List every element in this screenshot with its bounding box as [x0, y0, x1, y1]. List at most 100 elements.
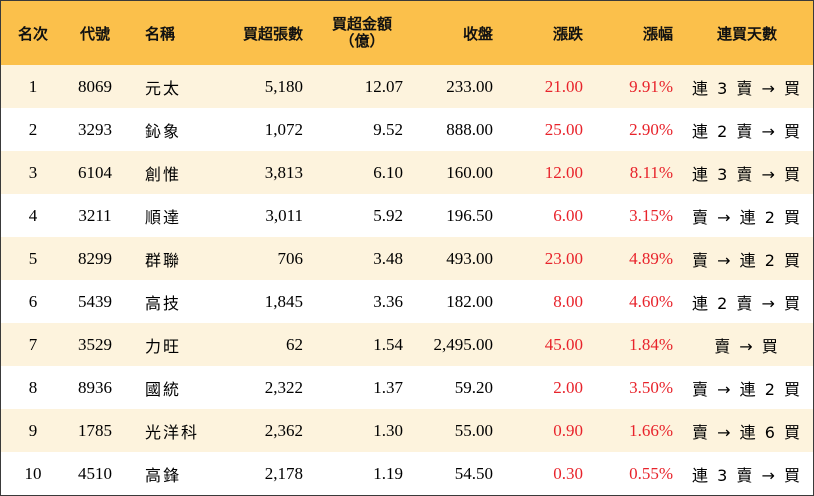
cell-code: 3211 [78, 205, 112, 225]
cell-code: 8936 [78, 377, 112, 397]
cell-streak: 賣 → 連 2 買 [692, 379, 802, 399]
cell-change: 21.00 [544, 76, 583, 96]
cell-amount: 5.92 [373, 205, 403, 225]
cell-streak: 連 3 賣 → 買 [692, 164, 802, 184]
header-change: 漲跌 [552, 24, 583, 43]
cell-amount: 6.10 [373, 162, 403, 182]
table-row: 10 4510 高鋒 2,178 1.19 54.50 0.30 0.55% 連 3 賣 → 買 [1, 452, 813, 495]
cell-rank: 9 [28, 420, 38, 440]
cell-amount: 9.52 [373, 119, 403, 139]
cell-change: 0.30 [553, 463, 583, 483]
cell-pct: 3.50% [629, 377, 673, 397]
cell-name: 高技 [145, 293, 182, 313]
cell-name: 國統 [145, 379, 182, 399]
header-change-pct: 漲幅 [642, 24, 673, 43]
cell-rank: 2 [28, 119, 38, 139]
cell-rank: 5 [28, 248, 38, 268]
cell-code: 1785 [78, 420, 112, 440]
cell-streak: 連 3 賣 → 買 [692, 78, 802, 98]
cell-rank: 7 [28, 334, 38, 354]
cell-close: 196.50 [446, 205, 493, 225]
cell-rank: 6 [28, 291, 38, 311]
cell-streak: 連 3 賣 → 買 [692, 465, 802, 485]
table-row: 1 8069 元太 5,180 12.07 233.00 21.00 9.91% 連 3 賣 →… [1, 65, 813, 108]
cell-code: 6104 [78, 162, 112, 182]
cell-shares: 62 [286, 334, 303, 354]
cell-rank: 1 [28, 76, 38, 96]
cell-name: 元太 [145, 78, 182, 98]
cell-pct: 4.89% [629, 248, 673, 268]
table-row: 6 5439 高技 1,845 3.36 182.00 8.00 4.60% 連 2 賣 → 買 [1, 280, 813, 323]
table-row: 2 3293 鈊象 1,072 9.52 888.00 25.00 2.90% 連 2 賣 → … [1, 108, 813, 151]
cell-shares: 2,178 [264, 463, 303, 483]
cell-change: 8.00 [553, 291, 583, 311]
cell-close: 55.00 [454, 420, 493, 440]
cell-pct: 9.91% [629, 76, 673, 96]
header-net-buy-amount: 買超金額 （億） [331, 15, 392, 50]
cell-shares: 1,072 [264, 119, 303, 139]
cell-close: 54.50 [454, 463, 493, 483]
cell-amount: 3.48 [373, 248, 403, 268]
cell-rank: 3 [28, 162, 38, 182]
cell-change: 25.00 [544, 119, 583, 139]
cell-code: 8069 [78, 76, 112, 96]
cell-streak: 賣 → 買 [714, 336, 780, 356]
header-net-buy-shares: 買超張數 [242, 24, 303, 43]
table-row: 3 6104 創惟 3,813 6.10 160.00 12.00 8.11% 連 3 賣 → … [1, 151, 813, 194]
cell-shares: 706 [277, 248, 304, 268]
cell-name: 群聯 [145, 250, 182, 270]
cell-close: 888.00 [446, 119, 493, 139]
header-code: 代號 [79, 24, 110, 43]
cell-change: 23.00 [544, 248, 583, 268]
cell-rank: 10 [24, 463, 42, 483]
cell-change: 45.00 [544, 334, 583, 354]
table-row: 9 1785 光洋科 2,362 1.30 55.00 0.90 1.66% 賣 → 連 6 買 [1, 409, 813, 452]
cell-change: 0.90 [553, 420, 583, 440]
cell-change: 6.00 [553, 205, 583, 225]
cell-code: 3529 [78, 334, 112, 354]
cell-name: 力旺 [145, 336, 182, 356]
cell-rank: 4 [28, 205, 38, 225]
table-row: 7 3529 力旺 62 1.54 2,495.00 45.00 1.84% 賣 → 買 [1, 323, 813, 366]
cell-change: 2.00 [553, 377, 583, 397]
table-row: 5 8299 群聯 706 3.48 493.00 23.00 4.89% 賣 → 連 2 買 [1, 237, 813, 280]
cell-name: 鈊象 [145, 121, 182, 141]
cell-amount: 1.30 [373, 420, 403, 440]
table-header: 名次 代號 名稱 買超張數 買超金額 （億） 收盤 漲跌 漲幅 連買天數 [1, 1, 813, 65]
cell-code: 3293 [78, 119, 112, 139]
cell-amount: 1.54 [373, 334, 403, 354]
cell-close: 493.00 [446, 248, 493, 268]
cell-name: 創惟 [145, 164, 182, 184]
cell-pct: 8.11% [629, 162, 673, 182]
cell-pct: 2.90% [629, 119, 673, 139]
cell-amount: 3.36 [373, 291, 403, 311]
cell-shares: 1,845 [264, 291, 303, 311]
table-row: 4 3211 順達 3,011 5.92 196.50 6.00 3.15% 賣 → 連 2 買 [1, 194, 813, 237]
cell-close: 160.00 [446, 162, 493, 182]
cell-pct: 0.55% [629, 463, 673, 483]
cell-shares: 2,322 [264, 377, 303, 397]
header-rank: 名次 [17, 24, 48, 43]
cell-code: 4510 [78, 463, 112, 483]
table-row: 8 8936 國統 2,322 1.37 59.20 2.00 3.50% 賣 → 連 2 買 [1, 366, 813, 409]
cell-shares: 3,011 [265, 205, 303, 225]
cell-close: 2,495.00 [433, 334, 494, 354]
cell-shares: 2,362 [264, 420, 303, 440]
header-streak: 連買天數 [716, 24, 777, 43]
cell-change: 12.00 [544, 162, 583, 182]
cell-streak: 賣 → 連 6 買 [692, 422, 802, 442]
cell-amount: 12.07 [364, 76, 403, 96]
cell-code: 8299 [78, 248, 112, 268]
cell-pct: 3.15% [629, 205, 673, 225]
cell-pct: 1.66% [629, 420, 673, 440]
cell-rank: 8 [28, 377, 38, 397]
cell-code: 5439 [78, 291, 112, 311]
cell-name: 高鋒 [145, 465, 182, 485]
cell-name: 光洋科 [145, 422, 200, 442]
cell-streak: 賣 → 連 2 買 [692, 207, 802, 227]
cell-name: 順達 [145, 207, 182, 227]
cell-streak: 連 2 賣 → 買 [692, 293, 802, 313]
cell-close: 59.20 [454, 377, 493, 397]
cell-streak: 賣 → 連 2 買 [692, 250, 802, 270]
